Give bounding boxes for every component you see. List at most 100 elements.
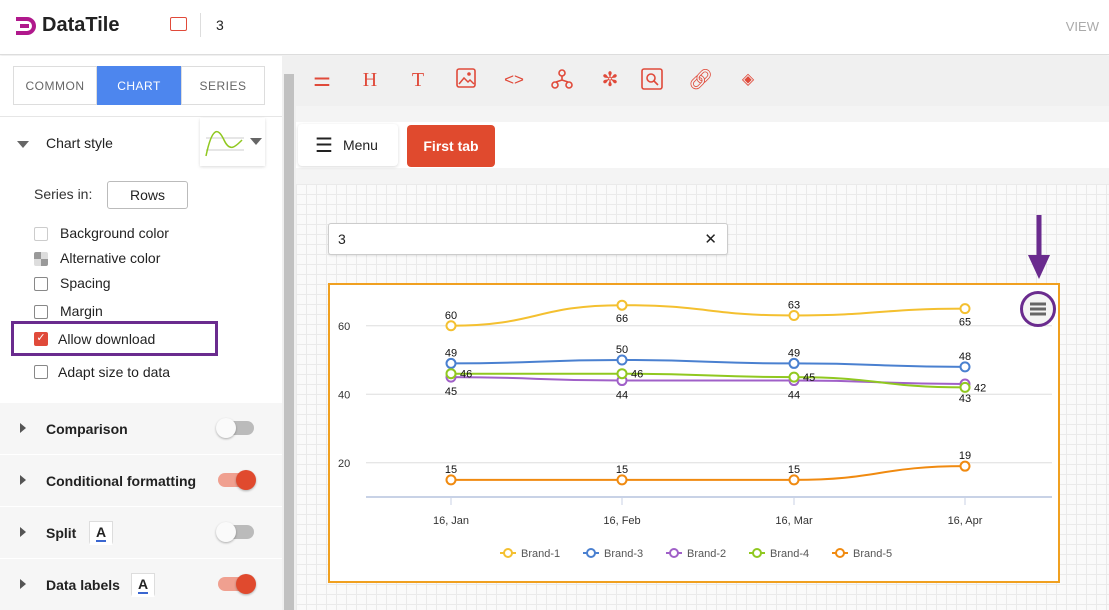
data-point[interactable]: [616, 368, 628, 380]
legend-marker: [669, 548, 679, 558]
data-label: 44: [616, 390, 628, 402]
data-label: 49: [445, 347, 457, 359]
data-point[interactable]: [616, 354, 628, 366]
hamburger-icon: ☰: [315, 134, 333, 157]
collapse-icon[interactable]: [17, 141, 29, 148]
data-point[interactable]: [445, 474, 457, 486]
line-chart: 20 40 60 16, Jan 16, Feb 16, Mar 16, Apr 60 66 63…: [338, 299, 1052, 560]
series-line-Brand-1: [450, 304, 966, 327]
data-point[interactable]: [788, 357, 800, 369]
conditional-formatting-toggle[interactable]: [218, 470, 256, 490]
expand-icon: [20, 475, 26, 485]
sliders-icon[interactable]: ⚌: [313, 69, 331, 91]
data-point[interactable]: [959, 381, 971, 393]
legend-item[interactable]: Brand-3: [604, 548, 643, 560]
data-point[interactable]: [788, 371, 800, 383]
alternative-color-label: Alternative color: [60, 250, 161, 266]
data-label: 66: [616, 313, 628, 325]
dropdown-arrow-icon: [250, 138, 262, 145]
data-label: 46: [460, 369, 472, 381]
legend-item[interactable]: Brand-5: [853, 548, 892, 560]
app-name: DataTile: [42, 14, 120, 36]
alternative-color-checkbox[interactable]: [34, 252, 48, 266]
legend-item[interactable]: Brand-1: [521, 548, 560, 560]
spline-chart-icon: [205, 130, 244, 157]
data-point[interactable]: [788, 309, 800, 321]
chart-style-select[interactable]: [200, 118, 265, 166]
legend-item[interactable]: Brand-4: [770, 548, 809, 560]
hierarchy-icon[interactable]: [550, 68, 574, 92]
document-name[interactable]: 3: [216, 17, 224, 33]
data-point[interactable]: [445, 357, 457, 369]
data-point[interactable]: [445, 368, 457, 380]
menu-button[interactable]: ☰ Menu: [298, 124, 398, 166]
tab-first[interactable]: First tab: [407, 125, 495, 167]
legend-marker: [752, 548, 762, 558]
link-icon[interactable]: 🔗︎: [688, 69, 714, 91]
tab-common[interactable]: COMMON: [13, 66, 97, 105]
clear-icon[interactable]: ✕: [704, 231, 717, 248]
section-comparison[interactable]: Comparison: [0, 402, 282, 454]
data-point[interactable]: [616, 474, 628, 486]
section-label: Comparison: [46, 421, 128, 437]
arrow-down-icon: [1028, 215, 1050, 279]
section-conditional-formatting[interactable]: Conditional formatting: [0, 454, 282, 506]
data-label: 42: [974, 382, 986, 394]
x-tick-label: 16, Feb: [603, 515, 640, 527]
tab-bar: ☰ Menu First tab: [296, 122, 1109, 168]
data-label: 60: [445, 310, 457, 322]
adapt-size-checkbox[interactable]: [34, 365, 48, 379]
data-label: 49: [788, 347, 800, 359]
chart-widget[interactable]: 20 40 60 16, Jan 16, Feb 16, Mar 16, Apr 60 66 63…: [328, 283, 1060, 583]
data-label: 19: [959, 450, 971, 462]
series-line-Brand-5: [450, 465, 966, 481]
data-label: 46: [631, 369, 643, 381]
legend-marker: [503, 548, 513, 558]
code-icon[interactable]: <>: [504, 70, 524, 89]
hamburger-icon: [1030, 302, 1046, 316]
data-labels-toggle[interactable]: [218, 574, 256, 594]
search-box-icon[interactable]: [640, 68, 664, 92]
tab-chart[interactable]: CHART: [97, 66, 181, 105]
menu-label: Menu: [342, 137, 378, 153]
image-icon[interactable]: [454, 68, 478, 92]
adapt-size-label: Adapt size to data: [58, 364, 171, 380]
data-point[interactable]: [959, 303, 971, 315]
data-point[interactable]: [788, 474, 800, 486]
background-color-checkbox[interactable]: [34, 227, 48, 241]
data-point[interactable]: [959, 460, 971, 472]
section-label: Data labels: [46, 577, 120, 593]
y-tick-label: 20: [338, 458, 350, 470]
tab-series[interactable]: SERIES: [181, 66, 265, 105]
expand-icon: [20, 527, 26, 537]
data-point[interactable]: [959, 361, 971, 373]
split-toggle[interactable]: [216, 522, 254, 542]
chart-menu-button[interactable]: [1020, 291, 1056, 327]
network-icon[interactable]: ✼: [601, 69, 619, 91]
legend-item[interactable]: Brand-2: [687, 548, 726, 560]
sidebar-scrollbar[interactable]: [282, 56, 296, 610]
folder-back-icon[interactable]: [170, 17, 187, 31]
logo[interactable]: DataTile: [14, 14, 119, 37]
data-point[interactable]: [616, 299, 628, 311]
comparison-toggle[interactable]: [216, 418, 254, 438]
spacing-checkbox[interactable]: [34, 277, 48, 291]
allow-download-checkbox[interactable]: ✓: [34, 332, 48, 346]
divider: [0, 116, 282, 117]
series-in-button[interactable]: Rows: [107, 181, 188, 209]
view-button[interactable]: VIEW: [1065, 19, 1099, 34]
divider: [200, 13, 201, 37]
data-label: 44: [788, 390, 800, 402]
font-format-icon[interactable]: A: [131, 573, 155, 597]
font-format-icon[interactable]: A: [89, 521, 113, 545]
layers-icon[interactable]: ◈: [741, 71, 755, 88]
text-icon[interactable]: T: [411, 69, 425, 91]
data-point[interactable]: [445, 320, 457, 332]
data-label: 63: [788, 299, 800, 311]
y-tick-label: 60: [338, 321, 350, 333]
filter-input[interactable]: 3 ✕: [328, 223, 728, 255]
heading-icon[interactable]: H: [362, 69, 378, 91]
section-split[interactable]: Split A: [0, 506, 282, 558]
section-data-labels[interactable]: Data labels A: [0, 558, 282, 610]
margin-checkbox[interactable]: [34, 305, 48, 319]
